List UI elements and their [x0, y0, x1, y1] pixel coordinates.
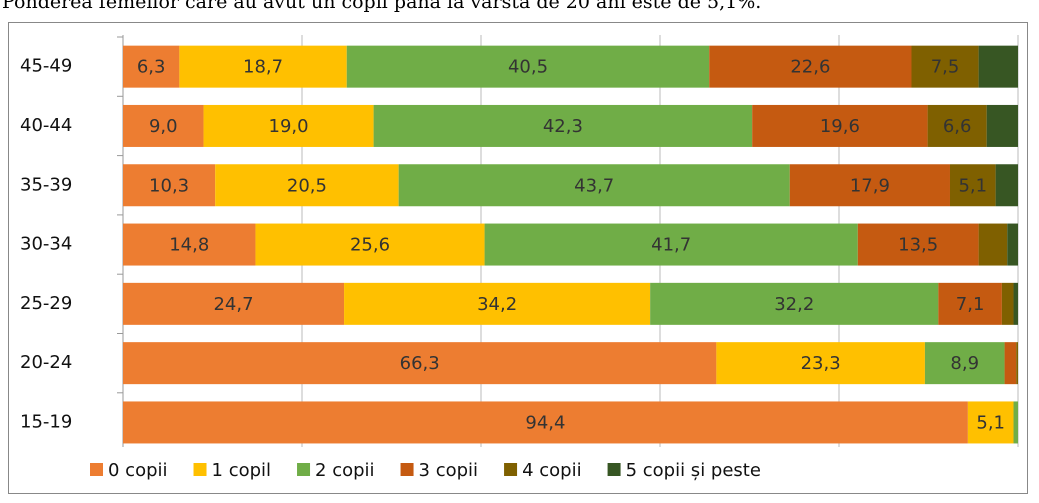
bar-segment	[949, 164, 996, 207]
bar-segment	[123, 342, 717, 385]
data-label: 41,7	[651, 235, 691, 256]
bar-segment	[123, 223, 256, 266]
legend-label: 5 copii și peste	[626, 460, 761, 481]
bar-segment	[398, 164, 790, 207]
data-label: 10,3	[149, 175, 189, 196]
legend-swatch	[297, 463, 311, 476]
bar-segment	[203, 104, 374, 147]
data-label: 17,9	[850, 175, 890, 196]
data-label: 19,0	[269, 116, 309, 137]
legend-swatch	[90, 463, 103, 476]
data-label: 5,1	[976, 412, 1005, 433]
bar-segment	[255, 223, 485, 266]
bar-segment	[967, 401, 1014, 444]
legend-label: 1 copil	[212, 460, 272, 481]
data-label: 9,0	[149, 116, 178, 137]
bar-segment	[373, 104, 753, 147]
data-label: 7,1	[956, 294, 985, 315]
bar-segment	[1016, 342, 1018, 385]
legend-swatch	[400, 463, 414, 476]
data-label: 25,6	[350, 235, 390, 256]
y-tick-label: 40-44	[20, 115, 72, 136]
data-label: 5,1	[958, 175, 987, 196]
bar-segment	[1001, 282, 1014, 325]
bar-segment	[995, 164, 1018, 207]
bar-segment	[1013, 282, 1018, 325]
bar-segment	[650, 282, 939, 325]
data-label: 13,5	[898, 235, 938, 256]
bar-segment	[709, 45, 912, 88]
legend-swatch	[193, 463, 207, 476]
y-tick-label: 30-34	[20, 234, 72, 255]
bar-segment	[978, 45, 1018, 88]
bar-segment	[344, 282, 651, 325]
bar-segment	[789, 164, 950, 207]
bar-segment	[986, 104, 1018, 147]
y-tick-label: 25-29	[20, 293, 72, 314]
bar-segment	[215, 164, 399, 207]
y-tick-label: 15-19	[20, 411, 72, 432]
bar-segment	[911, 45, 979, 88]
data-label: 43,7	[574, 175, 614, 196]
data-label: 6,6	[943, 116, 972, 137]
bar-segment	[938, 282, 1002, 325]
chart-border	[8, 22, 1028, 494]
data-label: 19,6	[820, 116, 860, 137]
y-tick-label: 20-24	[20, 352, 72, 373]
legend-label: 4 copii	[522, 460, 582, 481]
data-label: 22,6	[790, 57, 830, 78]
bar-segment	[179, 45, 347, 88]
bar-segment	[1007, 223, 1018, 266]
data-label: 32,2	[774, 294, 814, 315]
data-label: 94,4	[525, 412, 565, 433]
data-label: 20,5	[287, 175, 327, 196]
bar-segment	[123, 282, 345, 325]
data-label: 23,3	[801, 353, 841, 374]
data-label: 24,7	[213, 294, 253, 315]
legend-label: 3 copii	[419, 460, 479, 481]
bar-segment	[123, 45, 180, 88]
data-label: 7,5	[931, 57, 960, 78]
bar-segment	[123, 401, 968, 444]
data-label: 66,3	[400, 353, 440, 374]
bar-segment	[978, 223, 1008, 266]
bar-segment	[484, 223, 858, 266]
y-tick-label: 35-39	[20, 174, 72, 195]
bar-segment	[857, 223, 979, 266]
data-label: 8,9	[950, 353, 979, 374]
legend-swatch	[607, 463, 621, 476]
bar-segment	[123, 104, 204, 147]
data-label: 34,2	[477, 294, 517, 315]
bar-segment	[1013, 401, 1018, 444]
legend-label: 0 copii	[108, 460, 168, 481]
bar-segment	[924, 342, 1005, 385]
bar-segment	[346, 45, 710, 88]
bar-segment	[752, 104, 928, 147]
bar-segment	[927, 104, 987, 147]
bar-segment	[716, 342, 925, 385]
legend-label: 2 copii	[315, 460, 375, 481]
data-label: 40,5	[508, 57, 548, 78]
data-label: 42,3	[543, 116, 583, 137]
data-label: 14,8	[169, 235, 209, 256]
data-label: 6,3	[137, 57, 166, 78]
bar-segment	[1004, 342, 1017, 385]
legend-swatch	[504, 463, 518, 476]
y-tick-label: 45-49	[20, 56, 72, 77]
bar-segment	[123, 164, 216, 207]
data-label: 18,7	[243, 57, 283, 78]
caption: Ponderea femeilor care au avut un copil …	[2, 0, 761, 13]
